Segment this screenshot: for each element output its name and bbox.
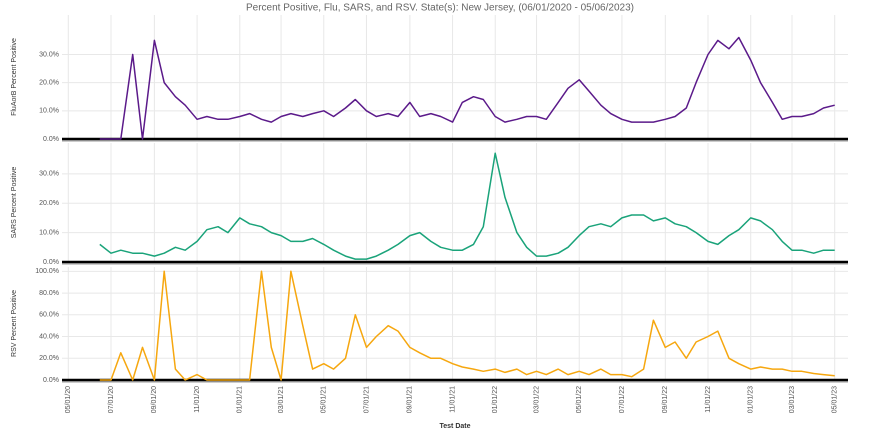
x-tick-label: 07/01/20 [108,386,115,413]
x-tick-label: 03/01/22 [533,386,540,413]
y-tick-label: 0.0% [43,377,59,384]
y-tick-label: 100.0% [35,268,59,275]
y-tick-label: 0.0% [43,136,59,143]
x-tick-label: 07/01/21 [363,386,370,413]
x-tick-label: 05/01/22 [576,386,583,413]
y-tick-label: 20.0% [39,79,59,86]
y-axis-label: SARS Percent Positive [11,167,18,239]
y-tick-label: 10.0% [39,108,59,115]
x-tick-label: 05/01/20 [65,386,72,413]
x-tick-label: 03/01/21 [278,386,285,413]
series-line [99,270,835,381]
x-tick-label: 09/01/21 [407,386,414,413]
y-tick-label: 20.0% [39,355,59,362]
x-tick-label: 07/01/22 [619,386,626,413]
y-tick-label: 60.0% [39,312,59,319]
x-tick-label: 05/01/23 [832,386,839,413]
chart-title: Percent Positive, Flu, SARS, and RSV. St… [246,3,634,14]
x-tick-label: 01/01/22 [492,386,499,413]
y-tick-label: 30.0% [39,51,59,58]
x-tick-label: 11/01/21 [449,386,456,413]
x-tick-label: 03/01/23 [789,386,796,413]
series-line [99,36,835,140]
y-tick-label: 30.0% [39,171,59,178]
x-tick-label: 05/01/21 [321,386,328,413]
x-tick-label: 11/01/20 [194,386,201,413]
y-tick-label: 40.0% [39,333,59,340]
y-tick-label: 20.0% [39,200,59,207]
x-axis-label: Test Date [440,423,471,430]
series-line [99,152,835,260]
y-tick-label: 0.0% [43,259,59,266]
y-axis-label: RSV Percent Positive [11,290,18,357]
x-tick-label: 11/01/22 [705,386,712,413]
y-tick-label: 80.0% [39,290,59,297]
x-tick-label: 01/01/21 [237,386,244,413]
x-tick-label: 01/01/23 [748,386,755,413]
y-tick-label: 10.0% [39,229,59,236]
x-tick-label: 09/01/20 [151,386,158,413]
x-tick-label: 09/01/22 [662,386,669,413]
y-axis-label: FluAorB Percent Positive [11,38,18,116]
